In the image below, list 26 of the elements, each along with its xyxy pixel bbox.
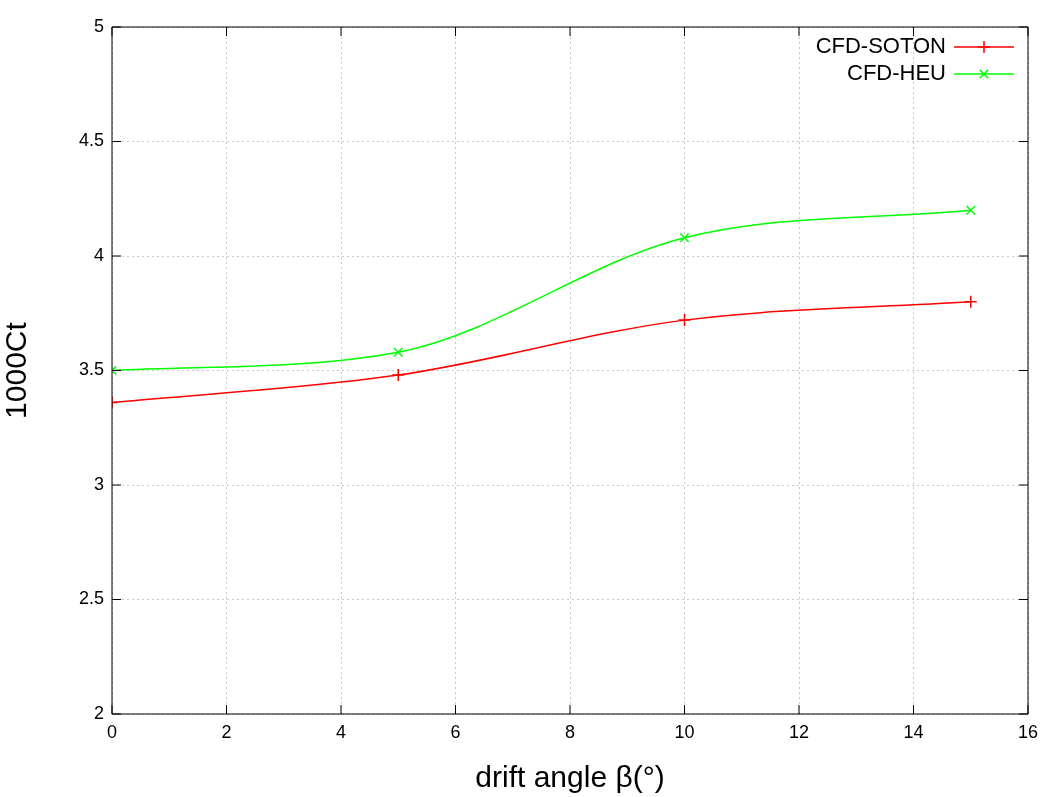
x-axis-title: drift angle β(°) [475,760,665,794]
point [677,313,692,327]
x-tick-label: 8 [564,721,576,742]
y-tick-label: 3 [93,473,104,494]
x-tick-label: 4 [335,721,347,742]
y-axis-title: 1000Ct [0,321,33,419]
y-tick-label: 2 [93,702,104,723]
x-tick-label: 16 [1017,721,1039,742]
x-tick-label: 2 [221,721,232,742]
y-tick-label: 4 [93,244,104,265]
point [964,295,978,309]
legend-label: CFD-HEU [847,60,946,86]
point [679,232,690,243]
x-tick-label: 14 [903,721,924,742]
y-tick-label: 2.5 [78,588,104,609]
x-tick-label: 12 [788,721,810,742]
x-tick-label: 6 [450,721,461,742]
y-tick-label: 3.5 [78,359,104,380]
x-tick-label: 10 [674,721,695,742]
point [391,368,405,382]
y-tick-label: 4.5 [78,130,104,151]
legend-label: CFD-SOTON [815,33,946,59]
point [965,205,976,216]
y-tick-label: 5 [93,15,104,36]
x-tick-label: 0 [106,721,118,742]
point [393,347,404,358]
